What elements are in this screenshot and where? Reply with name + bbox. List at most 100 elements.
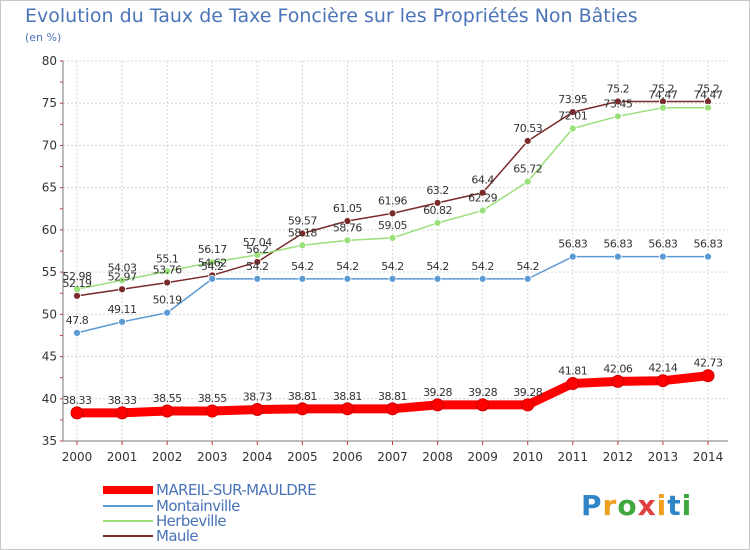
data-label-2: 57.04	[243, 236, 272, 249]
data-point-3	[388, 209, 397, 218]
x-tick-label: 2003	[197, 450, 228, 464]
data-label-2: 58.18	[288, 226, 317, 239]
data-label-2: 52.98	[63, 270, 92, 283]
data-point-3	[118, 285, 126, 294]
data-label-1: 56.83	[694, 238, 723, 251]
y-tick-label: 40	[42, 392, 57, 406]
data-point-2	[118, 276, 126, 285]
data-label-0: 39.28	[423, 386, 452, 399]
data-label-1: 54.2	[426, 260, 449, 273]
data-label-2: 60.82	[423, 204, 452, 217]
data-label-0: 38.73	[243, 391, 272, 404]
data-label-1: 54.2	[201, 260, 224, 273]
data-label-0: 38.81	[288, 390, 317, 403]
data-point-2	[298, 241, 307, 250]
data-label-2: 65.72	[513, 163, 542, 176]
data-point-2	[73, 285, 81, 294]
data-point-1	[253, 274, 262, 283]
data-point-1	[388, 274, 397, 283]
data-label-0: 42.73	[694, 357, 723, 370]
data-point-0	[340, 402, 354, 416]
data-point-2	[343, 236, 352, 245]
data-point-1	[613, 252, 622, 261]
data-label-0: 41.81	[558, 364, 587, 377]
y-tick-label: 50	[42, 307, 57, 321]
data-point-3	[568, 108, 577, 116]
data-label-0: 39.28	[513, 386, 542, 399]
data-label-3: 75.2	[607, 83, 630, 96]
data-point-0	[295, 402, 309, 416]
data-point-1	[659, 252, 667, 261]
data-point-2	[523, 177, 532, 186]
y-tick-label: 65	[42, 181, 57, 195]
data-label-2: 73.45	[603, 97, 632, 110]
data-label-3: 75.2	[697, 83, 720, 96]
x-tick-label: 2005	[287, 450, 318, 464]
data-label-0: 38.55	[153, 392, 182, 405]
data-label-0: 38.81	[333, 390, 362, 403]
data-point-1	[568, 252, 577, 261]
data-point-1	[73, 329, 81, 337]
data-point-1	[118, 317, 126, 326]
data-label-3: 54.62	[198, 256, 227, 269]
data-point-3	[478, 188, 487, 197]
x-tick-label: 2004	[242, 450, 273, 464]
x-tick-label: 2011	[558, 450, 589, 464]
y-tick-label: 35	[42, 434, 57, 448]
data-point-0	[205, 404, 219, 418]
data-point-2	[478, 206, 487, 215]
data-label-1: 56.83	[558, 238, 587, 251]
data-label-3: 73.95	[558, 93, 587, 106]
data-point-3	[298, 229, 307, 238]
data-point-1	[208, 274, 217, 283]
data-point-0	[431, 398, 445, 412]
data-point-1	[433, 274, 442, 283]
data-point-0	[611, 374, 625, 388]
data-label-1: 54.2	[246, 260, 269, 273]
data-label-1: 54.2	[516, 260, 539, 273]
data-point-2	[433, 219, 442, 227]
y-tick-label: 80	[42, 54, 57, 68]
data-label-3: 59.57	[288, 215, 317, 228]
x-tick-label: 2012	[603, 450, 634, 464]
data-point-0	[656, 374, 670, 388]
data-point-1	[343, 274, 352, 283]
data-label-0: 38.33	[63, 394, 92, 407]
data-label-1: 54.2	[471, 260, 494, 273]
y-tick-label: 75	[42, 96, 57, 110]
y-tick-label: 45	[42, 350, 57, 364]
data-label-3: 61.96	[378, 194, 407, 207]
legend-label-2: Herbeville	[156, 512, 226, 530]
data-label-0: 38.55	[198, 392, 227, 405]
data-label-3: 53.76	[153, 264, 182, 277]
data-point-3	[343, 217, 352, 225]
data-label-0: 39.28	[468, 386, 497, 399]
data-label-2: 56.17	[198, 243, 227, 256]
legend-label-3: Maule	[156, 527, 198, 545]
data-label-2: 54.03	[108, 261, 137, 274]
data-label-1: 49.11	[108, 303, 137, 316]
data-label-2: 55.1	[156, 252, 179, 265]
data-point-0	[701, 369, 715, 383]
data-point-2	[568, 124, 577, 133]
data-label-2: 58.76	[333, 221, 362, 234]
data-label-1: 56.83	[648, 238, 677, 251]
y-axis-unit-label: (en %)	[25, 31, 62, 44]
data-point-0	[566, 376, 580, 390]
x-tick-label: 2014	[693, 450, 724, 464]
data-label-0: 38.33	[108, 394, 137, 407]
data-label-0: 42.06	[603, 362, 632, 375]
x-tick-label: 2000	[62, 450, 93, 464]
legend-label-1: Montainville	[156, 497, 240, 515]
data-label-3: 70.53	[513, 122, 542, 135]
x-tick-label: 2010	[512, 450, 543, 464]
x-tick-label: 2002	[152, 450, 183, 464]
data-label-1: 54.2	[381, 260, 404, 273]
data-label-3: 56.2	[246, 243, 269, 256]
data-point-3	[163, 278, 172, 287]
x-tick-label: 2006	[332, 450, 363, 464]
data-point-2	[613, 112, 622, 121]
data-label-1: 47.8	[66, 314, 89, 327]
